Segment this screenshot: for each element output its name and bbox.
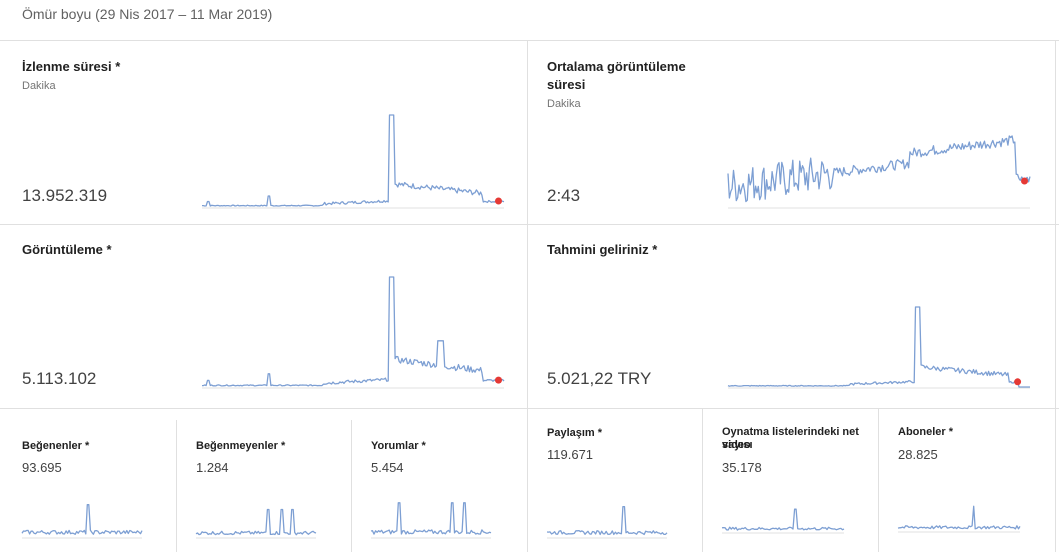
small-divider-5 <box>878 408 879 552</box>
revenue-card[interactable]: Tahmini geliriniz * 5.021,22 TRY <box>528 225 1055 408</box>
likes-sparkline <box>21 504 143 539</box>
watch-time-title: İzlenme süresi * <box>22 59 121 74</box>
current-value-marker <box>1021 177 1028 185</box>
likes-card[interactable]: Beğenenler * 93.695 <box>0 409 176 552</box>
subscribers-title: Aboneler * <box>898 426 954 438</box>
comments-card[interactable]: Yorumlar * 5.454 <box>352 409 527 552</box>
playlist-net-videos-value: 35.178 <box>722 460 762 475</box>
shares-title: Paylaşım * <box>547 427 603 439</box>
shares-sparkline <box>546 505 668 539</box>
sparkline-path <box>897 505 1021 530</box>
current-value-marker <box>495 376 502 384</box>
sparkline-path <box>202 276 505 387</box>
revenue-value: 5.021,22 TRY <box>547 369 652 388</box>
small-divider-4 <box>702 408 703 552</box>
comments-title: Yorumlar * <box>371 440 426 452</box>
shares-card[interactable]: Paylaşım * 119.671 <box>528 409 702 552</box>
subscribers-value: 28.825 <box>898 447 938 462</box>
sparkline-path <box>727 135 1031 203</box>
sparkline-path <box>546 505 668 536</box>
period-header: Ömür boyu (29 Nis 2017 – 11 Mar 2019) <box>0 0 1059 41</box>
shares-value: 119.671 <box>547 447 594 462</box>
sparkline-path <box>721 508 845 531</box>
sparkline-path <box>195 508 317 536</box>
period-label: Ömür boyu (29 Nis 2017 – 11 Mar 2019) <box>22 6 273 22</box>
small-divider-1 <box>176 420 177 552</box>
horizontal-divider-mid <box>0 224 1059 225</box>
views-sparkline <box>202 276 505 389</box>
playlist-net-videos-title-2: sayısı <box>722 439 753 451</box>
views-card[interactable]: Görüntüleme * 5.113.102 <box>0 225 527 408</box>
likes-title: Beğenenler * <box>22 440 90 452</box>
likes-value: 93.695 <box>22 460 62 475</box>
watch-time-unit: Dakika <box>22 80 56 92</box>
dislikes-card[interactable]: Beğenmeyenler * 1.284 <box>177 409 351 552</box>
subscribers-card[interactable]: Aboneler * 28.825 <box>879 409 1055 552</box>
views-title: Görüntüleme * <box>22 242 112 257</box>
views-value: 5.113.102 <box>22 369 97 388</box>
revenue-sparkline <box>727 306 1030 389</box>
revenue-title: Tahmini geliriniz * <box>547 242 658 257</box>
dislikes-value: 1.284 <box>196 460 229 475</box>
avg-view-duration-title-1: Ortalama görüntüleme <box>547 59 686 74</box>
sparkline-path <box>370 502 492 535</box>
dislikes-title: Beğenmeyenler * <box>196 440 286 452</box>
comments-sparkline <box>370 502 492 539</box>
avg-view-duration-value: 2:43 <box>547 186 581 205</box>
comments-value: 5.454 <box>371 460 404 475</box>
watch-time-value: 13.952.319 <box>22 186 108 205</box>
small-divider-3 <box>527 408 528 552</box>
watch-time-sparkline <box>202 114 505 209</box>
dislikes-sparkline <box>195 508 317 539</box>
right-edge-divider <box>1055 41 1056 552</box>
current-value-marker <box>495 197 502 205</box>
subscribers-sparkline <box>897 505 1021 533</box>
small-divider-2 <box>351 420 352 552</box>
avg-view-duration-sparkline <box>727 135 1031 209</box>
horizontal-divider-bottom <box>0 408 1059 409</box>
current-value-marker <box>1014 378 1022 386</box>
avg-view-duration-unit: Dakika <box>547 98 581 110</box>
avg-view-duration-card[interactable]: Ortalama görüntüleme süresi Dakika 2:43 <box>528 41 1055 224</box>
watch-time-card[interactable]: İzlenme süresi * Dakika 13.952.319 <box>0 41 527 224</box>
sparkline-path <box>21 504 143 535</box>
playlist-net-videos-card[interactable]: Oynatma listelerindeki net video sayısı … <box>703 409 878 552</box>
sparkline-path <box>727 306 1030 388</box>
sparkline-path <box>202 114 505 207</box>
avg-view-duration-title-2: süresi <box>547 77 586 92</box>
playlist-net-videos-title-1: Oynatma listelerindeki net video <box>722 426 859 451</box>
playlist-net-videos-sparkline <box>721 508 845 534</box>
